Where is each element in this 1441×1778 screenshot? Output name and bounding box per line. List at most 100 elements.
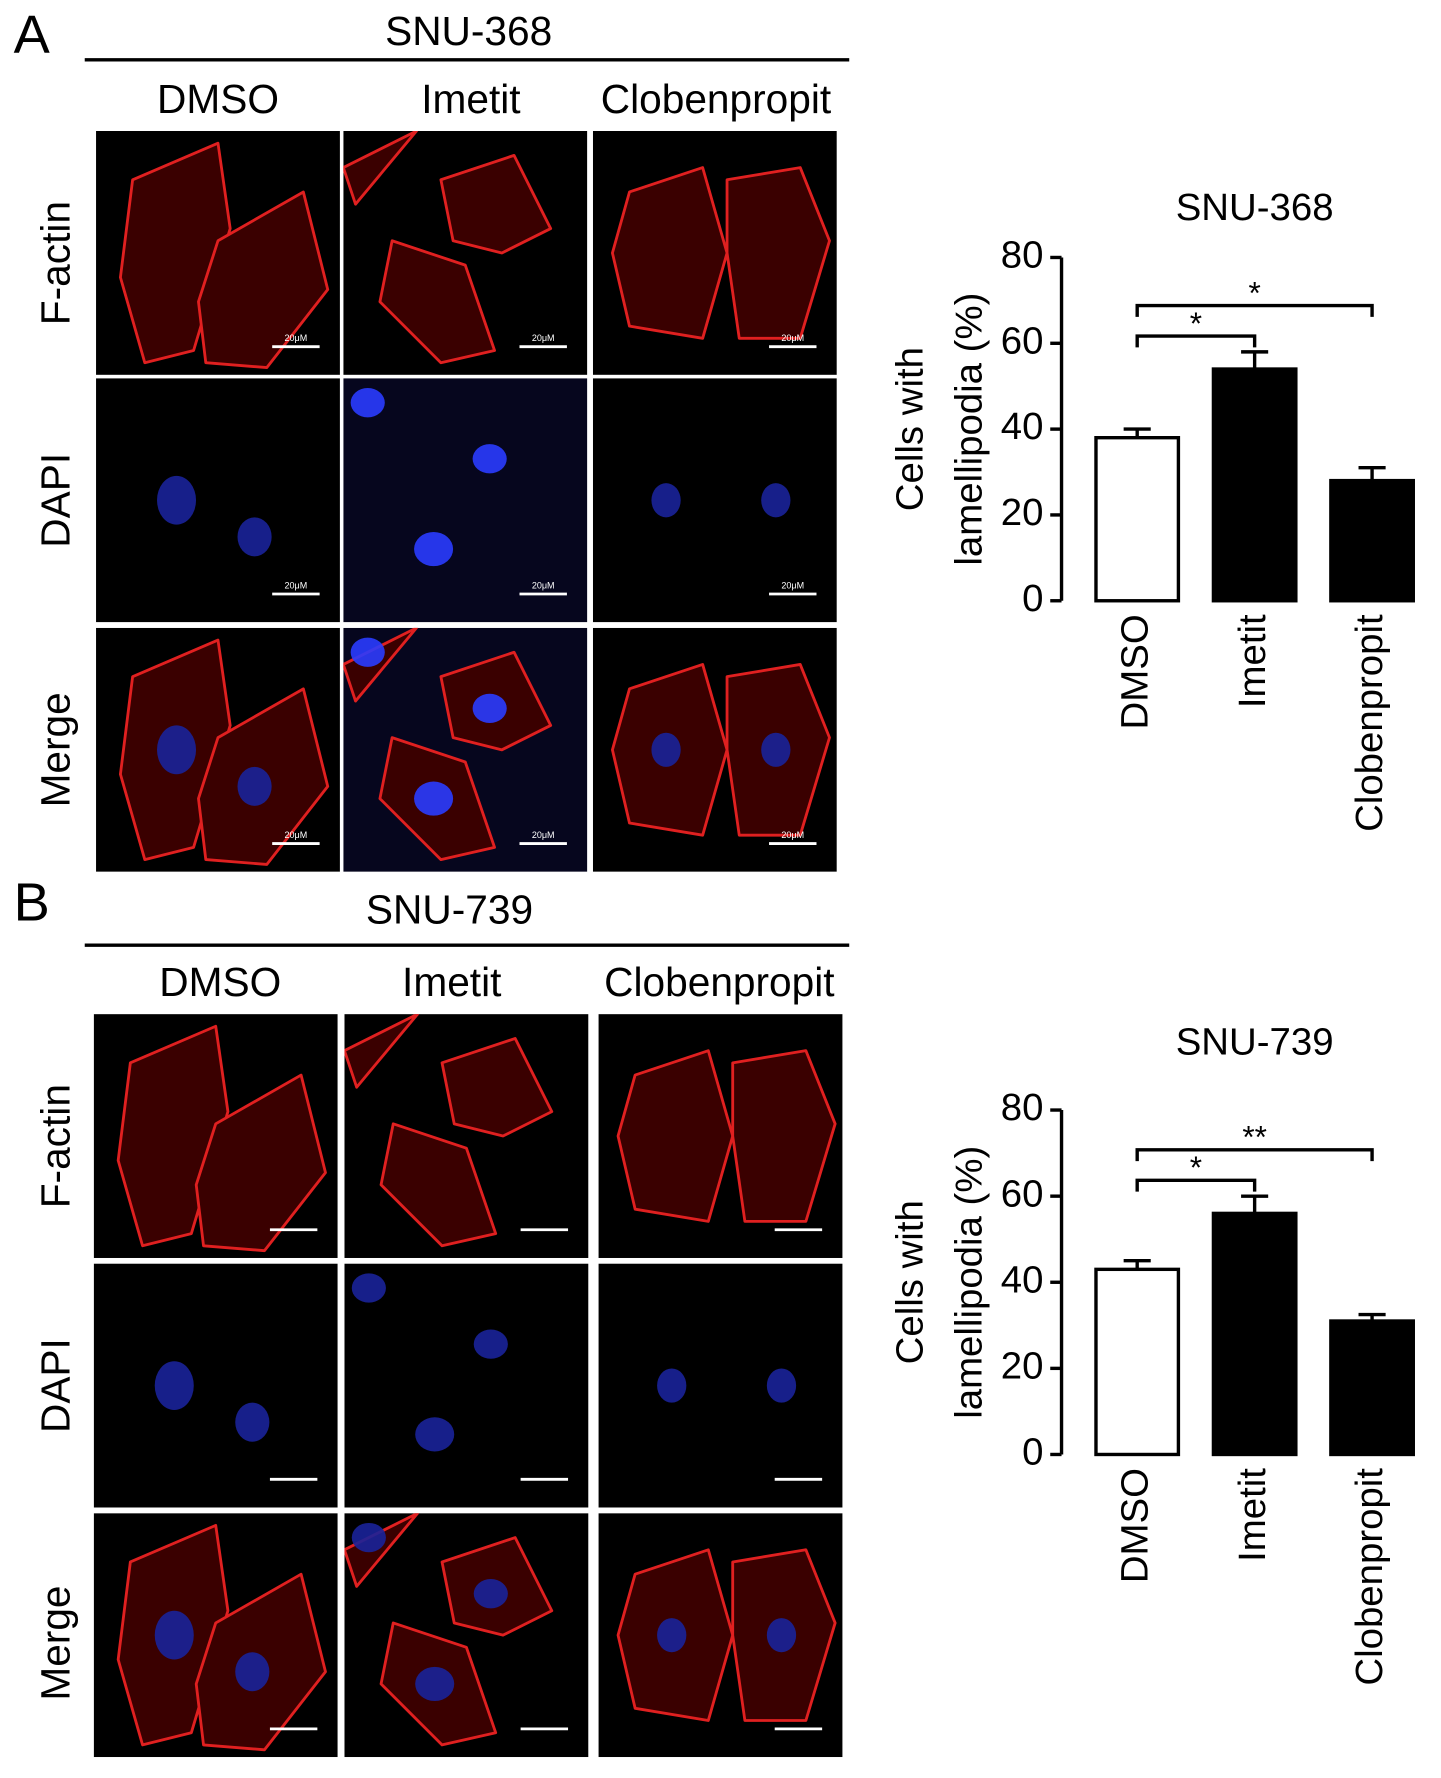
nucleus (237, 766, 272, 806)
nucleus (472, 693, 507, 723)
scale-bar-label: 20μM (532, 333, 555, 343)
y-tick-label: 40 (1001, 405, 1044, 448)
micrograph (592, 130, 837, 375)
significance-bracket (1135, 334, 1257, 348)
y-axis-label: lamellipodia (%) (947, 1146, 990, 1419)
significance-label: * (1190, 305, 1202, 341)
image-bg (344, 1263, 589, 1508)
nucleus (472, 444, 507, 474)
y-tick-label: 20 (1001, 491, 1044, 534)
nucleus (651, 732, 681, 767)
scale-bar-label: 20μM (285, 333, 308, 343)
nucleus (237, 517, 272, 557)
x-tick-label: Clobenpropit (1348, 614, 1391, 832)
scale-bar-label: 20μM (285, 580, 308, 590)
cell-actin (194, 1073, 327, 1253)
y-tick-label: 60 (1001, 319, 1044, 362)
micrograph (344, 1513, 589, 1758)
image-bg (598, 1263, 843, 1508)
nucleus (350, 388, 385, 418)
scale-bar-label: 20μM (532, 830, 555, 840)
y-tick-label: 60 (1001, 1172, 1044, 1215)
x-tick-label: DMSO (1113, 614, 1156, 729)
cell-actin (343, 130, 418, 206)
nucleus (761, 483, 791, 518)
scale-bar-label: 20μM (781, 333, 804, 343)
micrograph (93, 1513, 338, 1758)
row-label: Merge (32, 1585, 78, 1700)
cell-line-title: SNU-739 (366, 887, 533, 933)
significance-label: ** (1242, 1119, 1267, 1155)
micrograph (343, 378, 588, 623)
cell-actin (610, 166, 729, 340)
micrograph (598, 1513, 843, 1758)
row-label: Merge (32, 692, 78, 807)
y-tick-label: 0 (1022, 577, 1043, 620)
nucleus (154, 1361, 194, 1410)
nucleus (415, 1666, 455, 1702)
row-label: DAPI (32, 453, 78, 548)
micrograph (592, 378, 837, 623)
nucleus (415, 1417, 455, 1452)
cell-actin (197, 190, 330, 370)
y-axis-label: Cells with (889, 347, 932, 511)
nucleus (154, 1610, 194, 1660)
column-label: DMSO (157, 76, 279, 122)
x-tick-label: Imetit (1231, 614, 1274, 708)
chart-title: SNU-368 (1176, 186, 1334, 229)
error-bar (1241, 1194, 1269, 1214)
panel-letter: B (14, 872, 50, 932)
panel-letter: A (14, 5, 51, 65)
nucleus (351, 1273, 386, 1303)
bar (1094, 436, 1181, 603)
error-bar (1358, 466, 1386, 481)
significance-label: * (1190, 1149, 1202, 1185)
bar (1211, 1211, 1298, 1457)
micrograph (344, 1263, 589, 1508)
nucleus (657, 1618, 687, 1653)
bar (1211, 367, 1298, 603)
micrograph (592, 627, 837, 872)
bar (1329, 478, 1415, 603)
error-bar (1358, 1312, 1386, 1322)
nucleus (766, 1368, 797, 1403)
micrograph (96, 378, 340, 623)
scale-bar-label: 20μM (781, 830, 804, 840)
error-bar (1123, 1259, 1151, 1270)
nucleus (651, 483, 681, 518)
column-label: Imetit (421, 76, 520, 122)
error-bar (1123, 427, 1151, 438)
image-bg (592, 378, 837, 623)
column-label: Clobenpropit (601, 76, 831, 122)
significance-label: * (1248, 274, 1260, 310)
column-label: Clobenpropit (604, 959, 834, 1005)
significance-bracket (1135, 1178, 1257, 1192)
bar (1329, 1319, 1415, 1457)
nucleus (657, 1368, 687, 1403)
micrograph (343, 627, 588, 872)
chart-title: SNU-739 (1176, 1021, 1334, 1064)
error-bar (1241, 350, 1269, 370)
x-tick-label: Clobenpropit (1348, 1468, 1391, 1686)
image-bg (93, 1263, 338, 1508)
nucleus (351, 1522, 386, 1553)
micrograph (96, 130, 340, 375)
nucleus (761, 732, 791, 767)
column-label: Imetit (402, 959, 501, 1005)
scale-bar-label: 20μM (532, 580, 555, 590)
y-tick-label: 0 (1022, 1431, 1043, 1474)
cell-actin (439, 153, 553, 255)
row-label: DAPI (32, 1338, 78, 1433)
cell-actin (344, 1014, 420, 1089)
micrograph (598, 1014, 843, 1258)
row-label: F-actin (32, 201, 78, 325)
scale-bar-label: 20μM (285, 830, 308, 840)
nucleus (473, 1579, 508, 1609)
micrograph (344, 1014, 589, 1258)
x-tick-label: Imetit (1231, 1468, 1274, 1562)
nucleus (235, 1652, 270, 1692)
significance-bracket (1135, 1148, 1374, 1162)
nucleus (766, 1618, 797, 1653)
